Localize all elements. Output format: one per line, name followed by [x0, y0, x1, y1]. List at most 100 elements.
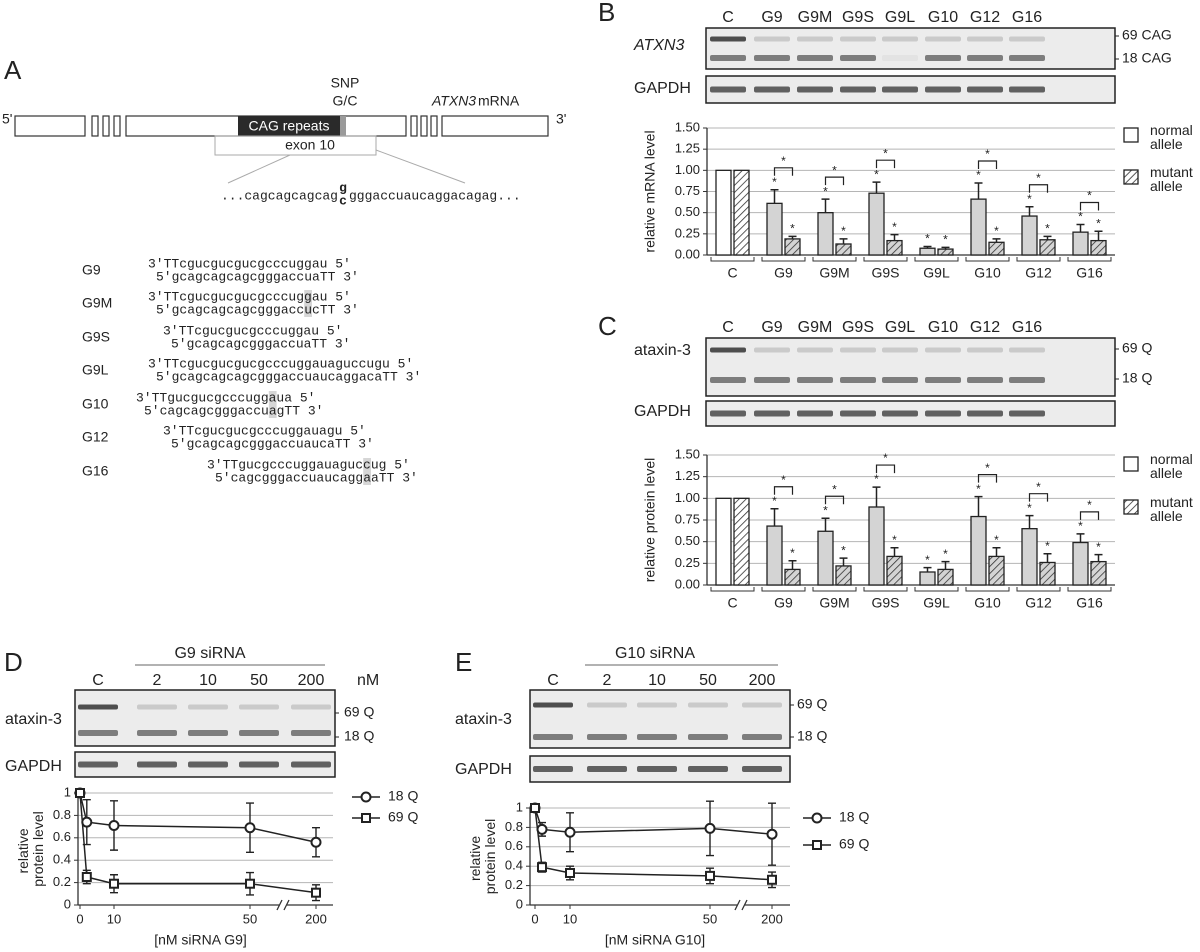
bar — [817, 530, 834, 586]
sirna-name: G12 — [82, 429, 109, 445]
marker — [537, 862, 547, 873]
error-bar — [1043, 553, 1052, 563]
bar — [784, 568, 801, 586]
bar — [766, 525, 783, 586]
band — [710, 410, 746, 417]
band — [637, 734, 677, 740]
lane-label: 50 — [699, 672, 717, 689]
legend-label: 69 Q — [388, 809, 418, 825]
x-tick-label: 200 — [761, 911, 783, 926]
band — [882, 55, 918, 61]
bar — [988, 555, 1005, 586]
error-bar — [770, 507, 779, 527]
band — [1009, 347, 1045, 353]
error-bar — [923, 245, 932, 249]
bar — [715, 169, 732, 256]
y-tick-label: 0.50 — [675, 204, 700, 219]
lane-label: G9M — [798, 9, 833, 26]
band-label: 18 Q — [344, 728, 374, 744]
band — [239, 704, 279, 710]
significance-bracket — [1028, 184, 1049, 193]
x-tick-label: G9L — [923, 595, 950, 611]
snp-site — [340, 116, 346, 136]
bar — [937, 248, 954, 256]
exon-box — [102, 115, 110, 137]
lane-label: G9S — [842, 9, 874, 26]
error-bar — [839, 557, 848, 566]
error-bar — [923, 566, 932, 572]
significance-star: * — [823, 503, 828, 517]
legend-marker — [812, 840, 822, 850]
error-bar — [941, 560, 950, 570]
error-bar — [1094, 230, 1103, 241]
bar — [1072, 541, 1089, 586]
significance-star: * — [883, 451, 888, 465]
band — [882, 410, 918, 417]
lane-label: G16 — [1012, 319, 1042, 336]
error-bar — [992, 238, 1001, 243]
x-tick-label: C — [727, 265, 737, 281]
significance-star: * — [1036, 171, 1041, 185]
y-tick-label: 1.25 — [675, 141, 700, 156]
band — [710, 347, 746, 353]
band — [840, 410, 876, 417]
marker — [564, 826, 576, 838]
band — [291, 704, 331, 710]
significance-star: * — [790, 222, 795, 236]
bar — [1072, 231, 1089, 256]
bar — [766, 202, 783, 256]
lane-label: G9 — [761, 9, 782, 26]
x-tick-label: G9S — [871, 595, 899, 611]
exon-box — [14, 115, 86, 137]
blot — [74, 689, 336, 747]
band — [967, 86, 1003, 93]
significance-star: * — [892, 220, 897, 234]
significance-star: * — [832, 482, 837, 496]
significance-star: * — [925, 553, 930, 567]
band — [967, 410, 1003, 417]
x-tick-label: 50 — [243, 911, 257, 926]
panel-label: B — [598, 0, 615, 27]
significance-star: * — [781, 473, 786, 487]
legend-label: normal allele — [1150, 122, 1197, 152]
bar — [919, 247, 936, 256]
y-tick-label: 1.00 — [675, 162, 700, 177]
y-tick-label: 0.8 — [505, 819, 523, 834]
bar — [1039, 561, 1056, 586]
significance-star: * — [772, 494, 777, 508]
marker — [81, 872, 92, 882]
band — [710, 86, 746, 93]
x-axis-label: [nM siRNA G9] — [154, 932, 247, 948]
marker — [245, 878, 255, 889]
band — [688, 766, 728, 772]
error-bar — [1076, 533, 1085, 543]
lane-label: G16 — [1012, 9, 1042, 26]
group-bracket — [761, 257, 806, 262]
lane-label: G9M — [798, 319, 833, 336]
band — [78, 730, 118, 736]
mismatch-highlight — [363, 458, 371, 485]
significance-star: * — [943, 547, 948, 561]
y-tick-label: 0.4 — [53, 852, 71, 867]
error-bar — [1025, 205, 1034, 217]
bar — [868, 192, 885, 256]
band — [797, 410, 833, 417]
band — [797, 86, 833, 93]
x-tick-label: G9L — [923, 265, 950, 281]
band — [967, 377, 1003, 383]
legend-marker — [811, 812, 823, 824]
lane-label: C — [547, 672, 559, 689]
axis-break — [276, 899, 290, 911]
error-bar — [821, 198, 830, 213]
x-axis-label: [nM siRNA G10] — [605, 932, 705, 948]
significance-star: * — [925, 232, 930, 246]
band-label: 69 Q — [797, 696, 827, 712]
blot-loading: GAPDH — [5, 758, 62, 775]
lane-label: 2 — [603, 672, 612, 689]
bar — [886, 555, 903, 586]
band — [78, 761, 118, 768]
blot — [705, 337, 1116, 397]
significance-star: * — [892, 533, 897, 547]
significance-star: * — [1045, 222, 1050, 236]
